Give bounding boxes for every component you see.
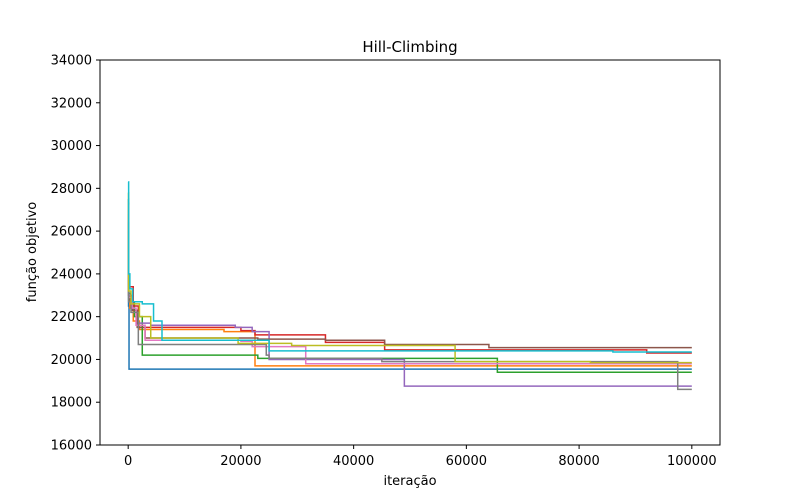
series-line-9 (127, 191, 692, 364)
y-tick-label: 20000 (51, 353, 92, 368)
series-layer (127, 181, 692, 391)
y-tick-label: 32000 (51, 96, 92, 111)
y-tick-label: 24000 (51, 267, 92, 282)
x-tick-label: 100000 (667, 454, 717, 469)
x-tick-label: 80000 (558, 454, 599, 469)
y-tick-label: 26000 (51, 225, 92, 240)
x-tick-label: 0 (124, 454, 132, 469)
y-tick-label: 16000 (51, 439, 92, 454)
x-axis-label: iteração (383, 474, 436, 489)
y-tick-label: 22000 (51, 310, 92, 325)
y-axis-label: função objetivo (25, 202, 40, 302)
x-tick-label: 40000 (333, 454, 374, 469)
x-axis-ticks: 0 20000 40000 60000 80000 100000 (124, 445, 717, 469)
x-tick-label: 20000 (220, 454, 261, 469)
y-axis-ticks: 16000 18000 20000 22000 24000 26000 28000 30000… (51, 54, 100, 454)
y-tick-label: 30000 (51, 139, 92, 154)
series-line-4 (127, 213, 692, 354)
series-line-10 (127, 181, 692, 353)
chart-title: Hill-Climbing (362, 38, 457, 56)
series-line-8 (127, 221, 692, 391)
plot-area-frame (99, 59, 721, 446)
y-tick-label: 28000 (51, 182, 92, 197)
x-tick-label: 60000 (446, 454, 487, 469)
y-tick-label: 18000 (51, 396, 92, 411)
y-tick-label: 34000 (51, 54, 92, 69)
